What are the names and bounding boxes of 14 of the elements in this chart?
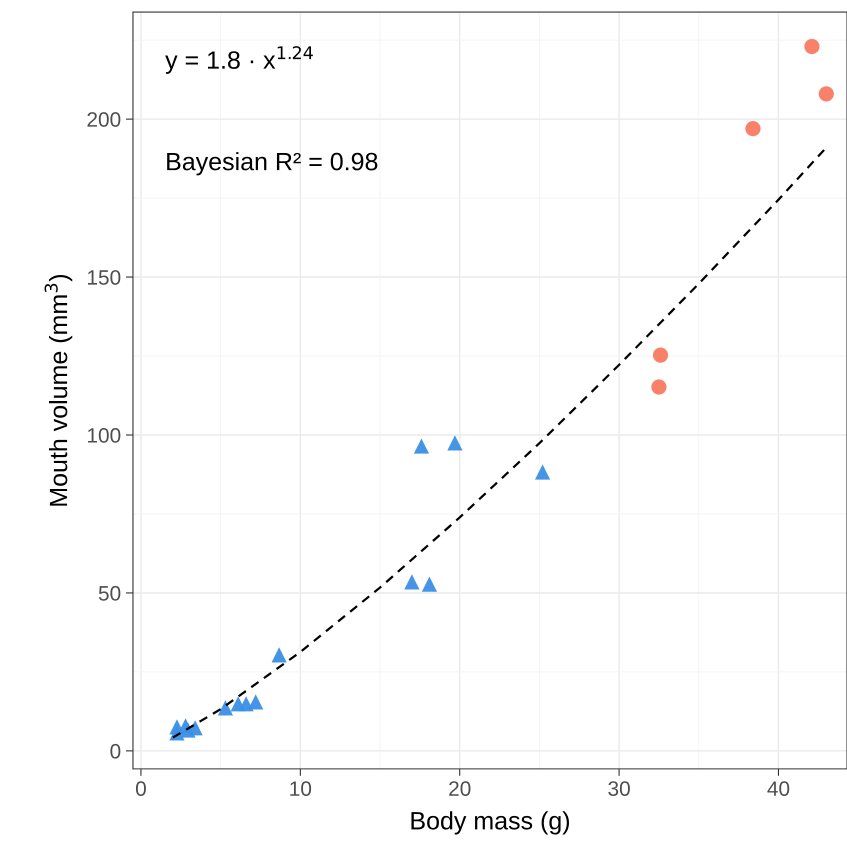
x-tick-label: 10 [290, 781, 312, 796]
y-axis-title: Mouth volume (mm$^{3}$) [44, 274, 72, 506]
x-tick-label: 20 [449, 781, 470, 796]
y-tick-label: 200 [87, 112, 120, 127]
y-tick-label: 0 [110, 744, 120, 759]
y-tick-label: 100 [88, 428, 120, 443]
x-tick-label: 30 [608, 781, 630, 796]
annotation: y = 1.8 · x$^{1.24}$ [165, 46, 313, 74]
annotation: Bayesian R² = 0.98 [167, 152, 378, 176]
y-tick-label: 150 [88, 270, 120, 285]
x-tick-label: 40 [767, 781, 790, 796]
y-tick-label: 50 [98, 586, 120, 601]
x-tick-label: 0 [136, 781, 146, 796]
x-axis-title: Body mass (g) [411, 811, 570, 835]
